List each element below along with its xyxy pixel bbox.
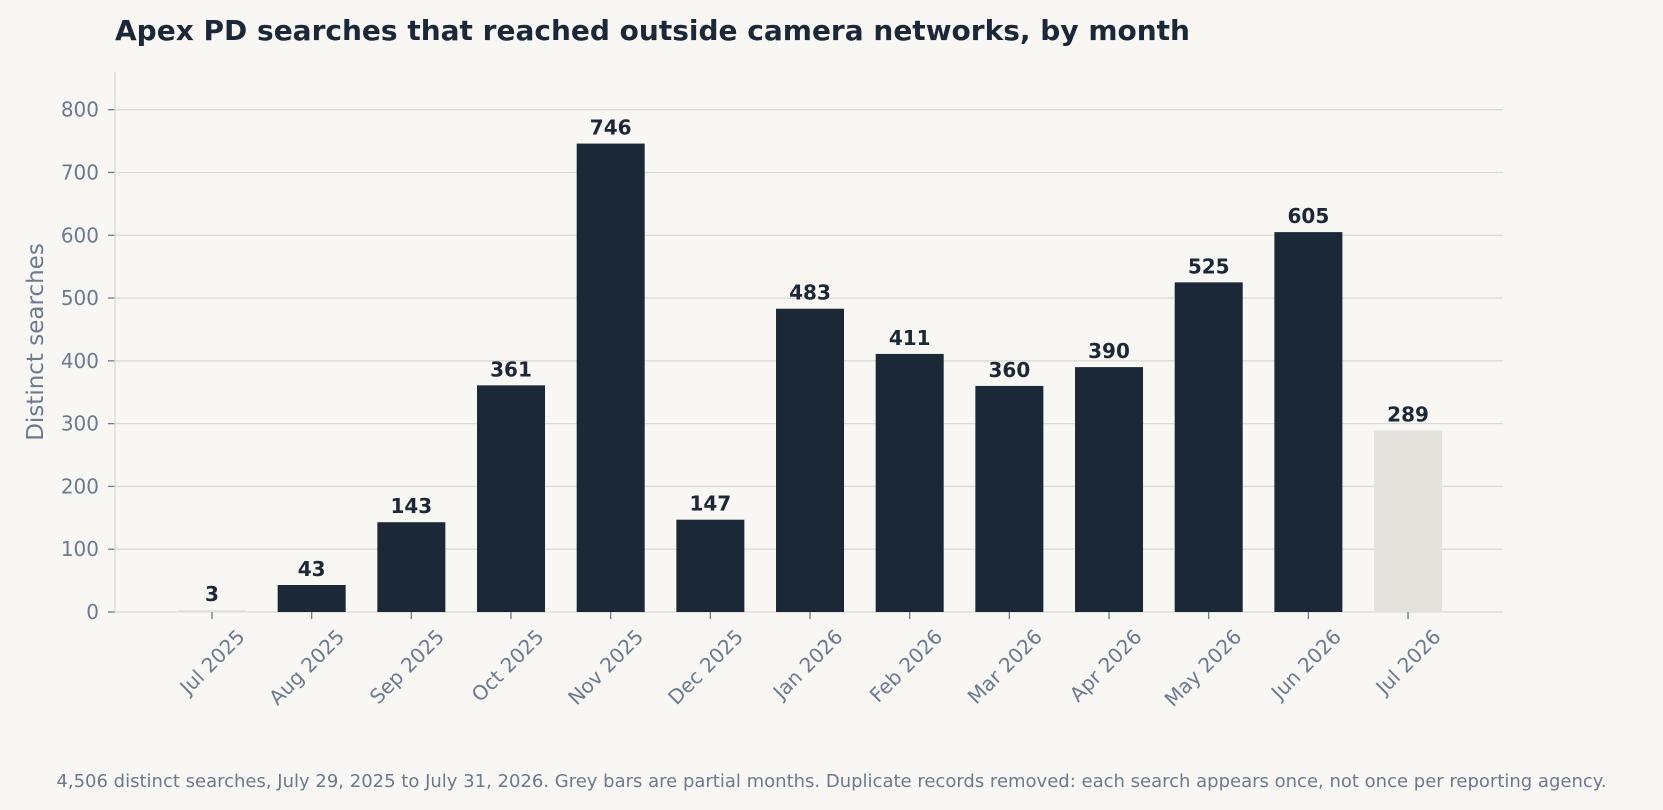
data-label: 483 <box>789 281 831 305</box>
bar <box>377 522 446 612</box>
bars <box>178 143 1443 612</box>
x-tick-label: Jul 2025 <box>174 625 250 701</box>
bar <box>277 585 346 612</box>
data-label: 746 <box>590 116 632 140</box>
x-tick-label: Apr 2026 <box>1065 625 1147 707</box>
y-tick-label: 800 <box>61 98 99 122</box>
y-tick-label: 400 <box>61 349 99 373</box>
bar <box>975 385 1044 612</box>
y-tick-label: 300 <box>61 412 99 436</box>
y-tick-label: 0 <box>86 600 99 624</box>
bar <box>1174 282 1243 612</box>
x-tick-label: Jul 2026 <box>1370 625 1446 701</box>
data-label: 360 <box>988 358 1030 382</box>
y-tick-label: 200 <box>61 474 99 498</box>
x-tick-label: Oct 2025 <box>467 625 549 707</box>
x-tick-label: Jan 2026 <box>767 625 848 706</box>
x-tick-label: Nov 2025 <box>563 625 648 710</box>
bar <box>875 353 944 612</box>
y-tick-label: 500 <box>61 286 99 310</box>
data-label: 411 <box>889 326 931 350</box>
bar <box>477 385 546 612</box>
data-label: 3 <box>205 582 219 606</box>
y-axis-label: Distinct searches <box>23 243 49 441</box>
data-label: 361 <box>490 357 532 381</box>
x-tick-labels: Jul 2025 Aug 2025 Sep 2025 Oct 2025 Nov 2025… <box>174 625 1446 712</box>
y-tick-label: 600 <box>61 223 99 247</box>
footnote: 4,506 distinct searches, July 29, 2025 t… <box>56 771 1607 792</box>
data-label: 605 <box>1287 204 1329 228</box>
data-label: 143 <box>390 494 432 518</box>
bar <box>1374 430 1443 612</box>
y-tick-label: 100 <box>61 537 99 561</box>
bar <box>576 143 645 612</box>
x-tick-label: Mar 2026 <box>963 625 1047 709</box>
data-labels: 3 43 143 361 746 147 483 411 360 390 525 605 289 <box>205 116 1429 607</box>
bar <box>178 610 246 612</box>
bar <box>1274 232 1343 612</box>
bar <box>776 308 845 612</box>
x-tick-label: Dec 2025 <box>663 625 748 710</box>
data-label: 390 <box>1088 339 1130 363</box>
bar <box>1075 367 1144 612</box>
y-tick-labels: 0 100 200 300 400 500 600 700 800 <box>61 98 99 624</box>
chart-title: Apex PD searches that reached outside ca… <box>115 14 1190 47</box>
x-tick-label: Sep 2025 <box>365 625 449 709</box>
x-tick-label: Feb 2026 <box>865 625 947 707</box>
data-label: 43 <box>298 557 326 581</box>
x-tick-label: Aug 2025 <box>264 625 349 710</box>
x-tick-label: Jun 2026 <box>1265 625 1346 706</box>
bar <box>676 519 745 612</box>
data-label: 525 <box>1188 254 1230 278</box>
y-tick-label: 700 <box>61 160 99 184</box>
data-label: 147 <box>689 492 731 516</box>
x-tick-label: May 2026 <box>1160 625 1247 712</box>
data-label: 289 <box>1387 403 1429 427</box>
